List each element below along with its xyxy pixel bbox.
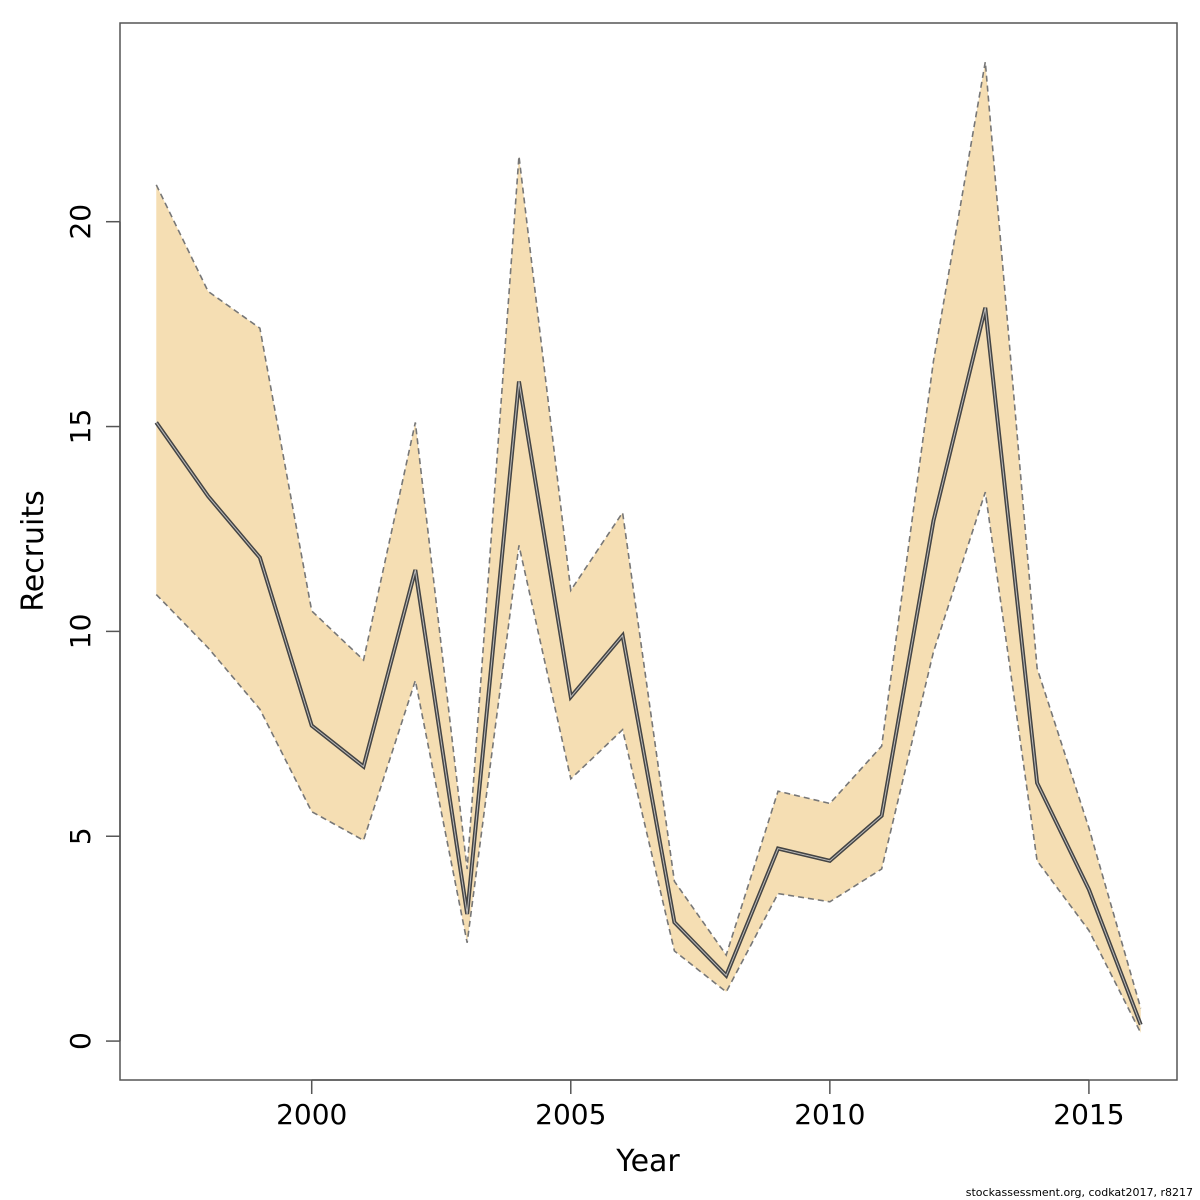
y-tick-label: 0 <box>64 1032 97 1050</box>
y-tick-label: 10 <box>64 614 97 650</box>
y-tick-label: 20 <box>64 204 97 240</box>
x-axis: 2000 2005 2010 2015 <box>276 1079 1125 1131</box>
y-tick-label: 15 <box>64 409 97 445</box>
confidence-band <box>156 61 1141 1033</box>
series-line-layer <box>154 307 1143 1026</box>
upper-bound-line <box>155 61 1142 1009</box>
y-tick-label: 5 <box>64 827 97 845</box>
x-tick-label: 2015 <box>1053 1098 1124 1131</box>
x-axis-title: Year <box>615 1144 680 1179</box>
credit-text: stockassessment.org, codkat2017, r8217 <box>966 1186 1193 1199</box>
y-axis: 0 5 10 15 20 <box>64 204 121 1050</box>
confidence-band-layer <box>155 61 1142 1034</box>
x-tick-label: 2005 <box>535 1098 606 1131</box>
x-tick-label: 2000 <box>276 1098 347 1131</box>
estimate-line <box>155 307 1142 1025</box>
x-tick-label: 2010 <box>794 1098 865 1131</box>
y-axis-title: Recruits <box>16 490 51 612</box>
